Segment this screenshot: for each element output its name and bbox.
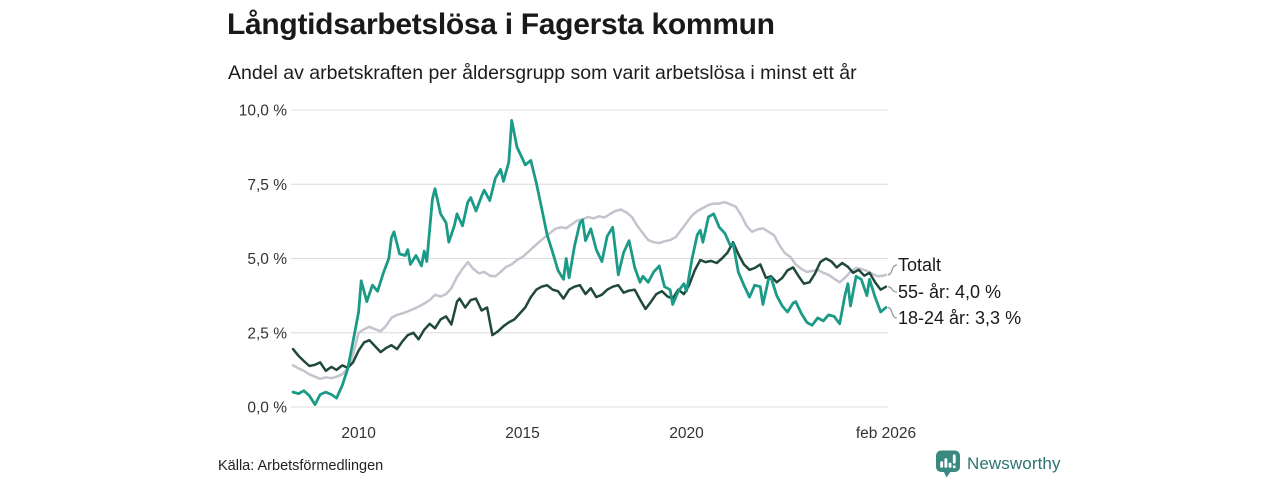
series-end-label-totalt: Totalt	[898, 255, 942, 275]
label-connector	[887, 306, 898, 319]
x-axis-tick-label: feb 2026	[856, 425, 916, 442]
label-connector	[887, 264, 898, 276]
chart-subtitle: Andel av arbetskraften per åldersgrupp s…	[228, 62, 857, 84]
series-line-totalt	[291, 200, 888, 381]
y-axis-tick-label: 7,5 %	[247, 177, 287, 194]
y-axis-tick-label: 5,0 %	[247, 251, 287, 268]
y-axis-tick-label: 0,0 %	[247, 400, 287, 417]
series-line-55-r	[291, 240, 888, 373]
x-axis-tick-label: 2015	[505, 425, 539, 442]
series-line-18-24-r	[291, 119, 888, 407]
newsworthy-bar-chart-bubble-icon	[936, 450, 960, 478]
source-note: Källa: Arbetsförmedlingen	[218, 458, 384, 474]
y-axis-tick-label: 10,0 %	[239, 103, 287, 120]
series-end-label-18-24: 18-24 år: 3,3 %	[898, 308, 1022, 328]
brand-name: Newsworthy	[967, 454, 1061, 473]
x-axis-tick-label: 2020	[669, 425, 704, 442]
chart-title: Långtidsarbetslösa i Fagersta kommun	[227, 8, 775, 41]
brand-logo: Newsworthy	[936, 450, 1061, 478]
series-end-label-55: 55- år: 4,0 %	[898, 282, 1002, 302]
y-axis-tick-label: 2,5 %	[247, 325, 287, 342]
label-connector	[887, 286, 897, 293]
x-axis-tick-label: 2010	[341, 425, 376, 442]
